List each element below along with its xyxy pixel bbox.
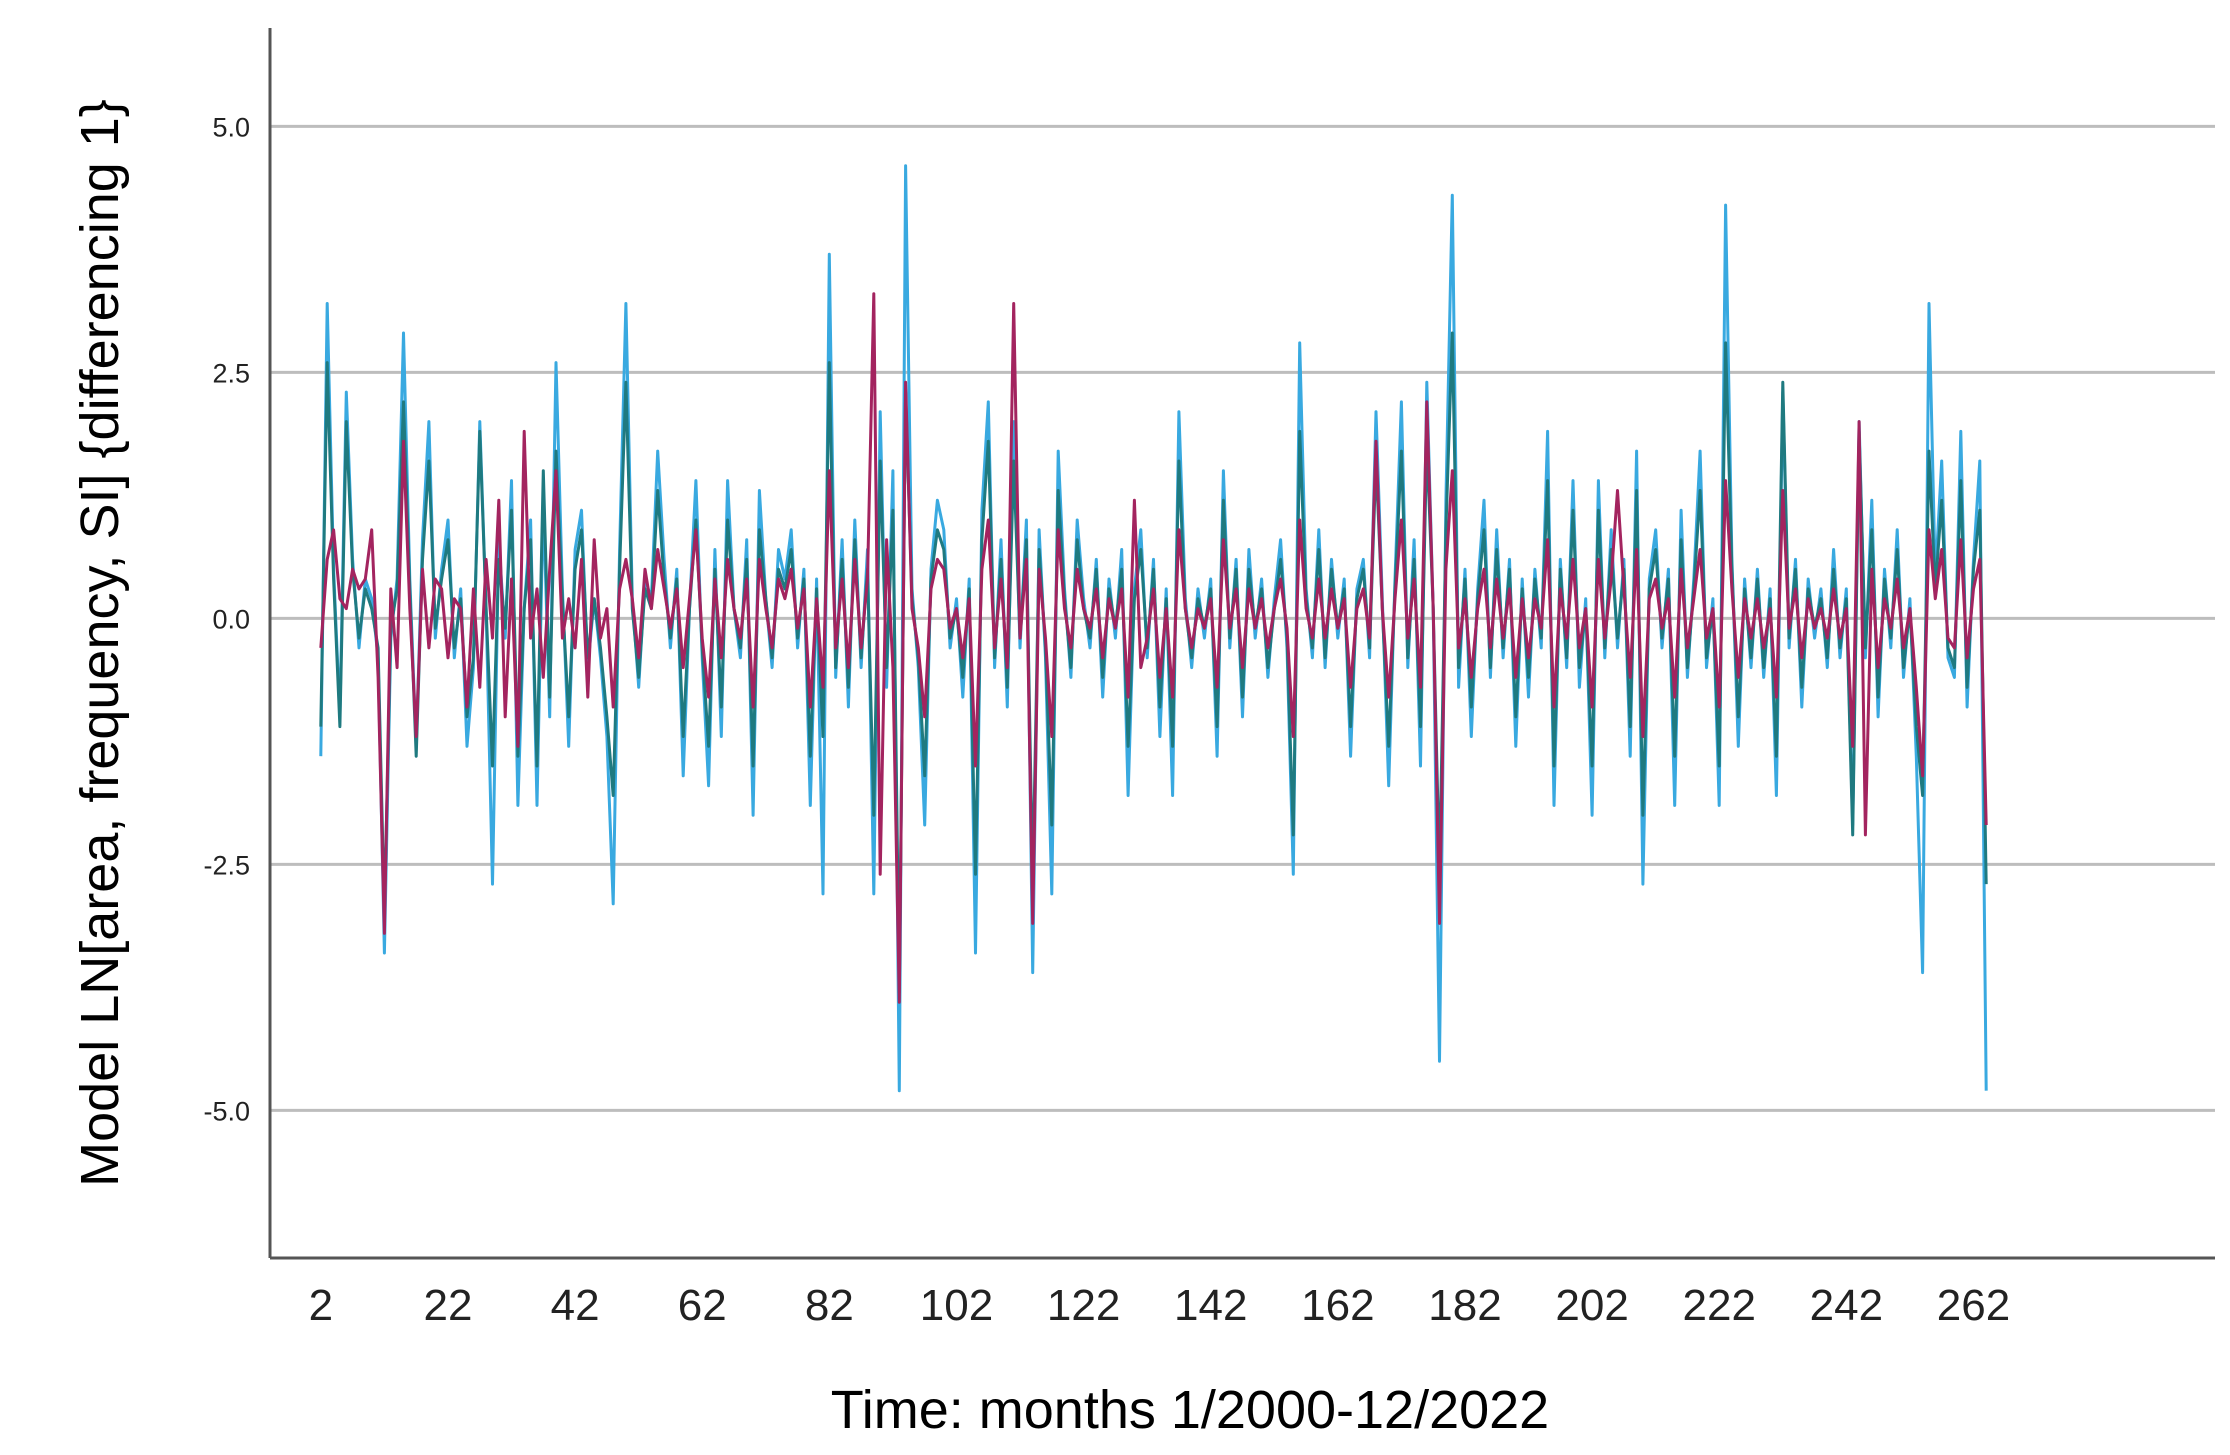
x-tick-label: 262 <box>1937 1281 2010 1330</box>
series-line-2 <box>319 331 1988 994</box>
x-tick-label: 182 <box>1428 1281 1501 1330</box>
x-tick-label: 2 <box>309 1281 333 1330</box>
y-tick-labels: 5.0 2.5 0.0 -2.5 -5.0 <box>203 112 250 1126</box>
y-tick-label: 2.5 <box>212 358 250 388</box>
x-tick-label: 22 <box>423 1281 472 1330</box>
y-tick-label: 0.0 <box>212 604 250 634</box>
x-tick-label: 42 <box>551 1281 600 1330</box>
x-axis-label: Time: months 1/2000-12/2022 <box>831 1380 1549 1440</box>
x-tick-label: 142 <box>1174 1281 1247 1330</box>
x-tick-label: 202 <box>1555 1281 1628 1330</box>
x-tick-label: 62 <box>678 1281 727 1330</box>
y-tick-label: -2.5 <box>203 850 250 880</box>
x-tick-label: 102 <box>920 1281 993 1330</box>
x-tick-label: 122 <box>1047 1281 1120 1330</box>
x-tick-label: 162 <box>1301 1281 1374 1330</box>
x-tick-label: 82 <box>805 1281 854 1330</box>
y-axis-label: Model LN[area, frequency, SI] {differenc… <box>70 99 130 1187</box>
x-tick-label: 222 <box>1683 1281 1756 1330</box>
series-line-3 <box>319 292 1988 1004</box>
y-tick-label: -5.0 <box>203 1096 250 1126</box>
series-line-1 <box>319 164 1988 1093</box>
x-tick-label: 242 <box>1810 1281 1883 1330</box>
gridlines <box>270 124 2215 1112</box>
y-tick-label: 5.0 <box>212 112 250 142</box>
x-tick-labels: 2 22 42 62 82 102 122 142 162 182 202 222 242 262 <box>309 1281 2011 1330</box>
series-lines <box>319 164 1988 1093</box>
axes <box>268 28 2215 1260</box>
